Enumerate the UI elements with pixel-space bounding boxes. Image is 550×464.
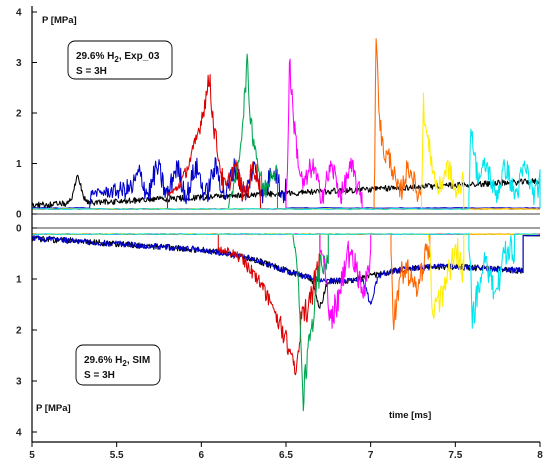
upper-y-tick-label: 1	[16, 159, 22, 170]
x-tick-label: 7	[368, 450, 374, 461]
upper-y-tick-label: 4	[16, 8, 22, 19]
upper-annotation-box	[67, 40, 173, 80]
upper-y-tick-label: 3	[16, 58, 22, 69]
upper-panel-traces	[31, 38, 541, 210]
lower-annotation-box	[75, 344, 161, 386]
lower-y-tick-label: 4	[16, 428, 22, 439]
upper-series-line-2	[31, 157, 541, 209]
upper-annotation-line2: S = 3H	[76, 66, 107, 77]
x-tick-label: 8	[537, 450, 543, 461]
x-tick-label: 7.5	[448, 450, 462, 461]
lower-y-tick-label: 1	[16, 275, 22, 286]
lower-y-tick-label: 2	[16, 326, 22, 337]
x-axis-label: time [ms]	[389, 410, 431, 421]
lower-panel-traces	[31, 233, 541, 412]
lower-y-tick-label: 3	[16, 377, 22, 388]
lower-annotation-line2: S = 3H	[84, 370, 115, 381]
lower-y-tick-label: 0	[16, 224, 22, 235]
lower-annotation-line1: 29.6% H2, SIM	[84, 355, 150, 368]
x-tick-label: 6	[199, 450, 205, 461]
upper-series-line-8	[31, 128, 541, 210]
upper-y-tick-label: 2	[16, 109, 22, 120]
x-tick-label: 5	[29, 450, 35, 461]
lower-y-axis-label: P [MPa]	[36, 403, 71, 414]
upper-y-axis-label: P [MPa]	[42, 15, 77, 26]
lower-series-line-2	[31, 234, 541, 305]
lower-series-line-8	[31, 233, 539, 329]
upper-annotation-line1: 29.6% H2, Exp_03	[76, 51, 160, 64]
x-tick-label: 6.5	[279, 450, 293, 461]
upper-y-tick-label: 0	[16, 210, 22, 221]
axes-group	[31, 6, 541, 447]
x-tick-label: 5.5	[110, 450, 124, 461]
